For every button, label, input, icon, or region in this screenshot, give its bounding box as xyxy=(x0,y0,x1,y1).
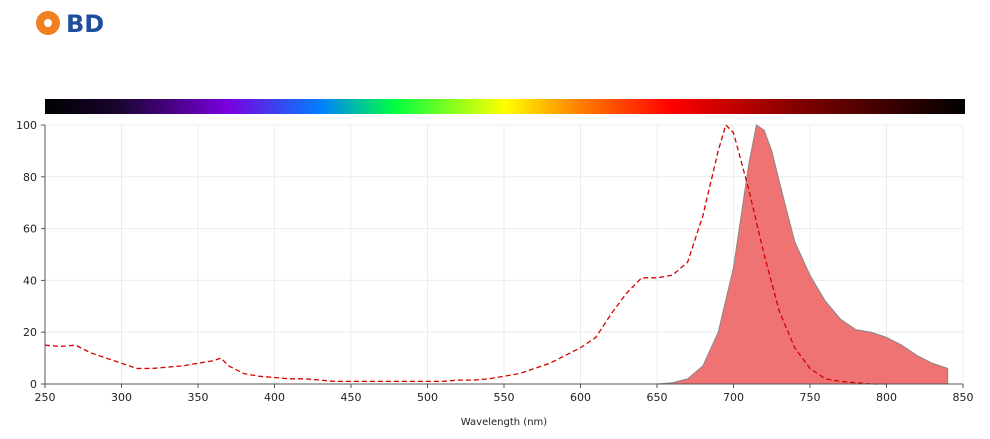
excitation-line xyxy=(44,123,887,385)
x-tick-label: 400 xyxy=(264,391,285,404)
x-tick-label: 600 xyxy=(570,391,591,404)
x-tick-label: 750 xyxy=(800,391,821,404)
plot: 0 20 40 60 80 100 250 300 350 400 450 500 550 600 650 7… xyxy=(16,119,974,404)
logo-icon-center xyxy=(44,19,52,27)
x-tick-label: 450 xyxy=(341,391,362,404)
x-tick-label: 300 xyxy=(111,391,132,404)
spectrum-bar xyxy=(45,99,965,114)
y-tick-label: 60 xyxy=(23,223,37,236)
x-tick-label: 650 xyxy=(647,391,668,404)
x-tick-label: 350 xyxy=(188,391,209,404)
x-tick-label: 850 xyxy=(953,391,974,404)
y-tick-label: 80 xyxy=(23,171,37,184)
y-tick-label: 0 xyxy=(30,378,37,391)
x-tick-label: 250 xyxy=(35,391,56,404)
x-tick-label: 500 xyxy=(417,391,438,404)
x-tick-label: 550 xyxy=(494,391,515,404)
y-tick-label: 20 xyxy=(23,326,37,339)
y-tick-label: 40 xyxy=(23,274,37,287)
x-tick-label: 700 xyxy=(723,391,744,404)
emission-area xyxy=(656,124,949,385)
x-tick-label: 800 xyxy=(876,391,897,404)
logo[interactable]: BD xyxy=(36,10,104,38)
x-axis-label: Wavelength (nm) xyxy=(461,417,547,428)
y-tick-label: 100 xyxy=(16,119,37,132)
logo-text: BD xyxy=(66,10,104,38)
